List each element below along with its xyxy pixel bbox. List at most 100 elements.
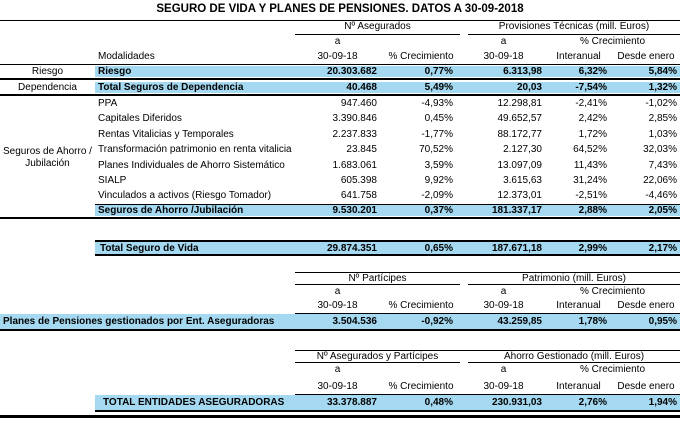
col-a-label: a: [500, 36, 507, 47]
cell-value: 1,94%: [648, 397, 677, 408]
cell-value: 2,42%: [578, 113, 607, 125]
col-date-label: 30-09-18: [483, 51, 524, 62]
life-table-row: PPA 947.460 -4,93% 12.298,81 -2,41% -1,02%: [0, 96, 680, 111]
row-label: Vinculados a activos (Riesgo Tomador): [98, 190, 272, 202]
group-header-asegurados-y-participes: Nº Asegurados y Partícipes: [295, 351, 460, 363]
group-header-n-participes: Nº Partícipes: [295, 273, 460, 285]
col-growth-label: % Crecimiento: [579, 286, 646, 297]
total-life-insurance-row: Total Seguro de Vida 29.874.351 0,65% 18…: [95, 240, 680, 256]
cell-value: -2,41%: [575, 97, 607, 109]
cell-value: 187.671,18: [491, 242, 542, 254]
col-date-label: 30-09-18: [317, 381, 358, 392]
bottom-rule: [0, 415, 680, 418]
life-table-row: Vinculados a activos (Riesgo Tomador) 641…: [0, 188, 680, 203]
cell-value: 12.298,81: [497, 97, 543, 109]
cell-value: 1,32%: [612, 81, 680, 93]
cell-value: 5,84%: [612, 66, 680, 78]
total-entities-a-row: a a % Crecimiento: [0, 363, 680, 376]
cell-value: 0,77%: [380, 66, 462, 78]
row-label: Seguros de Ahorro /Jubilación: [95, 204, 295, 217]
col-growth-label: % Crecimiento: [388, 51, 454, 62]
side-label: Dependencia: [18, 81, 77, 93]
cell-value: 1.683.061: [332, 159, 378, 171]
col-a-label: a: [334, 36, 341, 47]
col-growth-label: % Crecimiento: [579, 36, 646, 47]
cell-value: 1,78%: [578, 316, 607, 327]
life-table-row: Riesgo Riesgo 20.303.682 0,77% 6.313,98 6,32%…: [0, 65, 680, 81]
side-label-savings-line2: Jubilación: [25, 158, 70, 169]
life-table-row: Capitales Diferidos 3.390.846 0,45% 49.652,…: [0, 111, 680, 126]
cell-value: 3,59%: [424, 159, 453, 171]
pensions-group-header-row: Nº Partícipes Patrimonio (mill. Euros): [295, 272, 680, 285]
col-growth-label: % Crecimiento: [388, 300, 454, 311]
cell-value: 11,43%: [573, 159, 607, 171]
group-header-n-asegurados: Nº Asegurados: [295, 21, 460, 35]
life-table-row: SIALP 605.398 9,92% 3.615,63 31,24% 22,06%: [0, 173, 680, 188]
cell-value: 3.390.846: [332, 113, 378, 125]
col-desde-enero-label: Desde enero: [617, 51, 675, 62]
life-table-row: Planes Individuales de Ahorro Sistemátic…: [0, 157, 680, 172]
side-label-savings: Seguros de Ahorro / Jubilación: [0, 146, 95, 170]
side-label: Riesgo: [31, 66, 64, 78]
cell-value: 31,24%: [573, 174, 607, 186]
col-growth-label: % Crecimiento: [579, 364, 646, 375]
cell-value: -7,54%: [545, 81, 612, 93]
row-label: PPA: [98, 97, 118, 109]
row-label: Transformación patrimonio en renta vital…: [98, 144, 292, 156]
total-entities-table-header: Nº Asegurados y Partícipes Ahorro Gestio…: [0, 350, 680, 395]
cell-value: 230.931,03: [491, 397, 542, 408]
total-entities-subheader-row: 30-09-18 % Crecimiento 30-09-18 Interanu…: [0, 376, 680, 394]
life-table-row: Dependencia Total Seguros de Dependencia 4…: [0, 80, 680, 96]
cell-value: 2.127,30: [503, 144, 542, 156]
col-date-label: 30-09-18: [483, 300, 524, 311]
cell-value: 2,85%: [648, 113, 677, 125]
cell-value: 605.398: [340, 174, 377, 186]
cell-value: -4,93%: [421, 97, 453, 109]
row-label: SIALP: [98, 174, 127, 186]
cell-value: 6,32%: [545, 66, 612, 78]
row-label: Total Seguros de Dependencia: [95, 81, 295, 93]
col-a-label: a: [500, 364, 507, 375]
cell-value: 2,76%: [578, 397, 607, 408]
cell-value: 13.097,09: [497, 159, 543, 171]
pensions-a-row: a a % Crecimiento: [0, 285, 680, 298]
page-title: SEGURO DE VIDA Y PLANES DE PENSIONES. DA…: [156, 3, 524, 15]
cell-value: 641.758: [340, 190, 377, 202]
cell-value: 20,03: [462, 81, 545, 93]
cell-value: 6.313,98: [462, 66, 545, 78]
cell-value: -1,77%: [421, 128, 453, 140]
cell-value: 12.373,01: [497, 190, 543, 202]
total-entities-row: TOTAL ENTIDADES ASEGURADORAS 33.378.887 …: [95, 395, 680, 412]
row-label: Capitales Diferidos: [98, 113, 182, 125]
life-table-a-row: a a % Crecimiento: [0, 35, 680, 48]
cell-value: -2,51%: [575, 190, 607, 202]
cell-value: 0,48%: [424, 397, 453, 408]
col-interanual-label: Interanual: [556, 381, 601, 392]
group-header-provisiones-tecnicas: Provisiones Técnicas (mill. Euros): [468, 21, 680, 35]
cell-value: 0,45%: [424, 113, 453, 125]
col-growth-label: % Crecimiento: [388, 381, 454, 392]
life-table-subheader-row: Modalidades 30-09-18 % Crecimiento 30-09…: [0, 48, 680, 64]
row-label: Riesgo: [95, 66, 295, 78]
cell-value: 64,52%: [573, 144, 607, 156]
cell-value: -1,02%: [645, 97, 677, 109]
cell-value: 947.460: [340, 97, 377, 109]
cell-value: -0,92%: [421, 316, 453, 327]
row-label: Total Seguro de Vida: [100, 242, 199, 254]
pension-plans-row: Planes de Pensiones gestionados por Ent.…: [0, 314, 680, 331]
cell-value: 49.652,57: [497, 113, 543, 125]
col-a-label: a: [334, 286, 341, 297]
total-entities-group-header-row: Nº Asegurados y Partícipes Ahorro Gestio…: [295, 350, 680, 363]
cell-value: 23.845: [346, 144, 377, 156]
cell-value: 33.378.887: [326, 397, 377, 408]
life-table-row: Rentas Vitalicias y Temporales 2.237.833 -…: [0, 127, 680, 142]
cell-value: 181.337,17: [462, 204, 545, 217]
cell-value: 40.468: [295, 81, 380, 93]
cell-value: 70,52%: [419, 144, 453, 156]
cell-value: 20.303.682: [295, 66, 380, 78]
col-desde-enero-label: Desde enero: [617, 381, 675, 392]
cell-value: 29.874.351: [326, 242, 377, 254]
pensions-table-header: Nº Partícipes Patrimonio (mill. Euros) a…: [0, 272, 680, 314]
cell-value: 2.237.833: [332, 128, 378, 140]
